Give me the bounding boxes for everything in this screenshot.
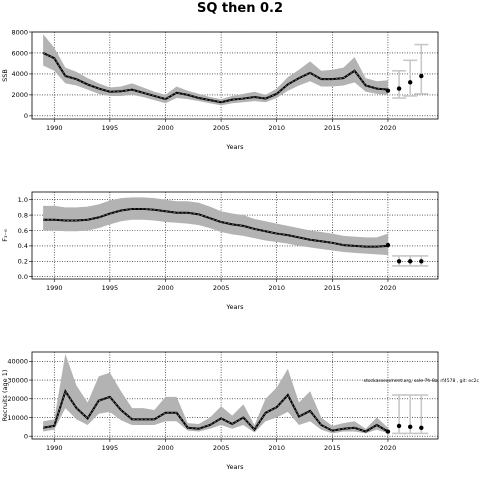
x-tick-label: 1990 xyxy=(46,284,63,292)
x-tick-label: 2015 xyxy=(324,124,341,132)
f-x-axis-label: Years xyxy=(225,303,244,311)
ssb-projection-point xyxy=(396,86,402,91)
f-confidence-band xyxy=(43,197,388,256)
ssb-median-line xyxy=(42,52,389,104)
x-tick-label: 2005 xyxy=(213,444,230,452)
x-tick-label: 2010 xyxy=(268,444,285,452)
rec-median-dash xyxy=(43,390,389,432)
f-y-axis-label: F₃₋₆ xyxy=(1,229,9,242)
rec-projection-point xyxy=(419,425,424,430)
figure-title: SQ then 0.2 xyxy=(197,1,283,16)
y-tick-label: 6000 xyxy=(11,49,28,57)
x-tick-label: 2015 xyxy=(324,284,341,292)
ssb-x-axis-label: Years xyxy=(225,143,244,151)
rec-projection-point xyxy=(407,424,413,430)
ssb-confidence-band xyxy=(43,34,388,106)
f-median-dash xyxy=(43,208,388,248)
x-tick-label: 2020 xyxy=(380,444,397,452)
x-tick-label: 2010 xyxy=(268,124,285,132)
ssb-projection-errorbar xyxy=(414,43,429,95)
y-tick-label: 0.6 xyxy=(18,227,28,235)
y-tick-label: 40000 xyxy=(7,358,28,366)
source-annotation: stockassessment.org, sole-7h-8a, rf4578 … xyxy=(364,378,480,384)
x-tick-label: 2000 xyxy=(157,444,174,452)
x-tick-label: 2000 xyxy=(157,284,174,292)
x-tick-label: 2015 xyxy=(324,444,341,452)
x-tick-label: 2020 xyxy=(380,284,397,292)
x-tick-label: 1990 xyxy=(46,444,63,452)
rec-projection-point xyxy=(385,429,391,434)
rec-x-axis-label: Years xyxy=(225,463,244,471)
ssb-projection-point xyxy=(407,80,413,85)
y-tick-label: 0 xyxy=(24,432,28,440)
ssb-plot-frame xyxy=(31,31,439,120)
x-tick-label: 2000 xyxy=(157,124,174,132)
f-grid xyxy=(32,192,438,279)
y-tick-label: 8000 xyxy=(11,28,28,36)
y-tick-label: 1.0 xyxy=(18,196,28,204)
y-tick-label: 2000 xyxy=(11,91,28,99)
f-projection-point xyxy=(407,259,413,264)
fishing-mortality-panel: 1990 1995 2000 2005 2010 2015 2020 0.0 0.2 0.4 0.6… xyxy=(1,191,439,311)
rec-y-axis-label: Recruits (age 1) xyxy=(1,370,9,422)
f-plot-frame xyxy=(31,191,439,280)
y-tick-label: 0.8 xyxy=(18,211,28,219)
x-tick-label: 1995 xyxy=(102,284,119,292)
ssb-projection-point xyxy=(385,88,391,93)
y-tick-label: 20000 xyxy=(7,395,28,403)
x-tick-label: 2010 xyxy=(268,284,285,292)
y-tick-label: 10000 xyxy=(7,414,28,422)
y-tick-label: 4000 xyxy=(11,70,28,78)
y-tick-label: 0.4 xyxy=(18,242,28,250)
ssb-panel: 1990 1995 2000 2005 2010 2015 2020 0 2000 4000 600… xyxy=(1,28,439,151)
x-tick-label: 2020 xyxy=(380,124,397,132)
ssb-projection-errorbar xyxy=(403,59,418,97)
x-tick-label: 1995 xyxy=(102,444,119,452)
ssb-y-axis-label: SSB xyxy=(1,69,9,82)
x-tick-label: 1990 xyxy=(46,124,63,132)
rec-projection-point xyxy=(396,423,402,429)
y-tick-label: 30000 xyxy=(7,376,28,384)
rec-plot-frame xyxy=(31,351,439,440)
f-projection-point xyxy=(419,259,424,264)
y-tick-label: 0.0 xyxy=(18,273,28,281)
ssb-projection-point xyxy=(419,73,424,79)
y-tick-label: 0 xyxy=(24,112,28,120)
ssb-grid xyxy=(32,31,438,119)
x-tick-label: 1995 xyxy=(102,124,119,132)
rec-confidence-band xyxy=(43,353,388,434)
recruitment-panel: 1990 1995 2000 2005 2010 2015 2020 0 10000 20000 3… xyxy=(1,351,480,471)
f-projection-point xyxy=(396,259,402,264)
x-tick-label: 2005 xyxy=(213,124,230,132)
y-tick-label: 0.2 xyxy=(18,258,28,266)
ssb-projection-errorbar xyxy=(392,69,407,99)
x-tick-label: 2005 xyxy=(213,284,230,292)
f-projection-point xyxy=(385,242,391,248)
